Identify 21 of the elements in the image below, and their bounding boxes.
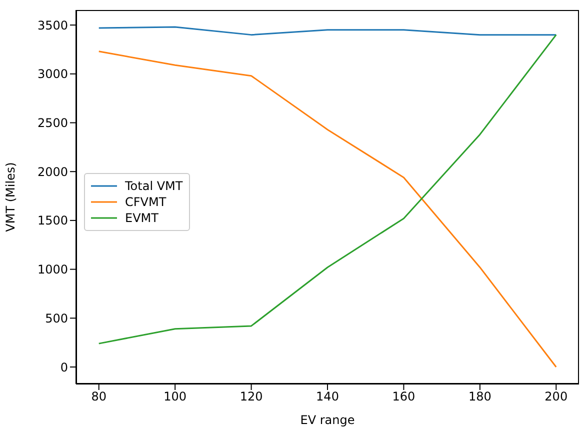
x-tick-label: 100 [164, 390, 187, 404]
y-tick-label: 1000 [37, 262, 68, 277]
y-tick-label: 2000 [37, 164, 68, 179]
legend-label: CFVMT [125, 195, 166, 209]
legend-label: EVMT [125, 211, 158, 225]
y-axis-title: VMT (Miles) [3, 162, 18, 232]
legend-label: Total VMT [125, 179, 183, 193]
x-tick-label: 140 [316, 390, 339, 404]
y-tick-label: 500 [45, 311, 68, 326]
y-tick-label: 3500 [37, 18, 68, 32]
x-tick-label: 80 [91, 390, 107, 404]
x-axis-title: EV range [300, 413, 355, 427]
y-tick-label: 3000 [37, 67, 68, 82]
x-tick-label: 200 [544, 390, 568, 404]
line-series [98, 26, 557, 36]
x-tick-label: 160 [392, 390, 416, 404]
x-tick-label: 180 [468, 390, 492, 404]
x-tick-label: 120 [240, 390, 263, 404]
y-tick-label: 0 [60, 360, 68, 374]
y-tick-label: 1500 [37, 214, 68, 228]
y-tick-label: 2500 [37, 116, 68, 130]
